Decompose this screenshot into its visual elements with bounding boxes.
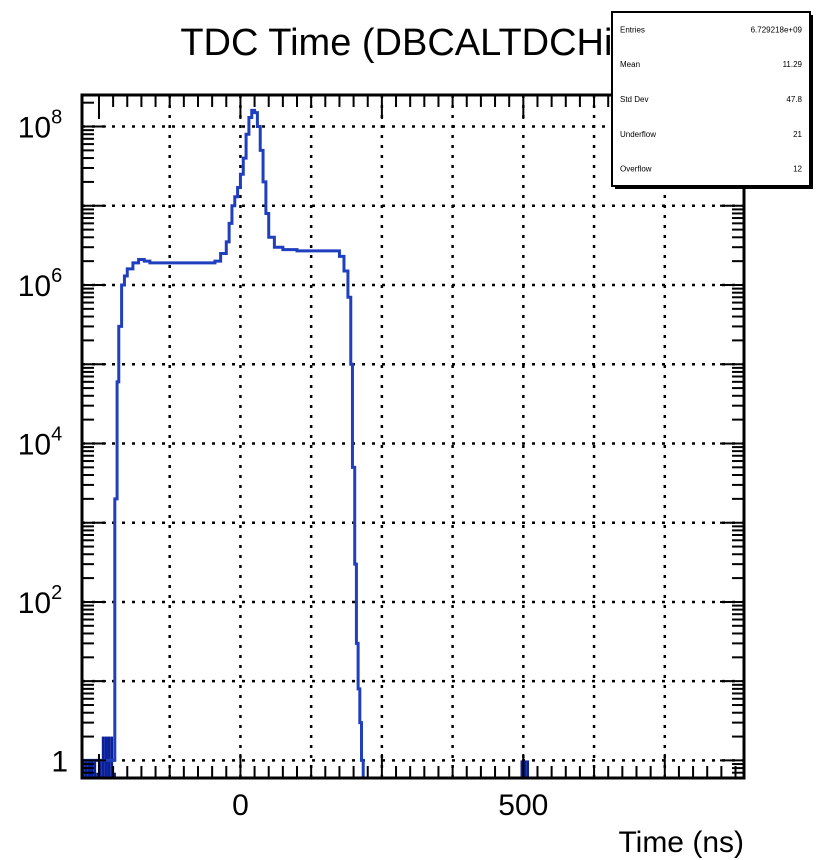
stats-label: Underflow: [620, 130, 656, 139]
stats-value: 47.8: [786, 95, 802, 104]
y-tick-label: 104: [18, 423, 63, 461]
histogram-bar: [87, 760, 91, 778]
histogram-bar: [84, 760, 88, 778]
stats-value: 11.29: [783, 60, 803, 69]
stats-label: Mean: [620, 60, 640, 69]
histogram-bar: [93, 760, 97, 778]
histogram-bar: [90, 760, 94, 778]
stats-box-frame: [611, 11, 811, 187]
x-axis-label: Time (ns): [618, 826, 744, 859]
plot-frame: [80, 93, 746, 780]
x-tick-labels: 0 500: [232, 789, 548, 822]
y-tick-label: 1: [51, 745, 68, 778]
stats-box: Entries 6.729218e+09 Mean 11.29 Std Dev 47.8 U…: [611, 11, 813, 189]
y-tick-labels: 1 102 104 106 108: [18, 107, 68, 779]
stats-label: Std Dev: [620, 95, 648, 104]
chart-title: TDC Time (DBCALTDCHit): [180, 22, 635, 64]
histogram-bar: [523, 760, 527, 778]
histogram-bars: [82, 736, 529, 778]
stats-label: Entries: [620, 25, 645, 34]
histogram-bar: [107, 736, 111, 778]
histogram-bar: [110, 736, 114, 778]
y-tick-label: 106: [18, 265, 63, 303]
y-tick-label: 108: [18, 107, 63, 145]
stats-value: 21: [793, 130, 802, 139]
series-line: [82, 108, 365, 778]
x-tick-label: 500: [498, 789, 548, 822]
histogram-bar: [101, 736, 105, 778]
grid-lines: [82, 95, 744, 778]
stats-label: Overflow: [620, 165, 652, 174]
stats-value: 6.729218e+09: [751, 25, 803, 34]
histogram-bar: [96, 772, 99, 778]
stats-value: 12: [793, 165, 802, 174]
y-tick-label: 102: [18, 582, 63, 620]
histogram-bar: [104, 736, 108, 778]
histogram-bar: [520, 760, 524, 778]
histogram-bar: [526, 760, 529, 778]
x-tick-label: 0: [232, 789, 249, 822]
axis-ticks: [82, 95, 744, 779]
histogram-bar: [98, 760, 102, 778]
histogram-bar: [113, 772, 116, 778]
